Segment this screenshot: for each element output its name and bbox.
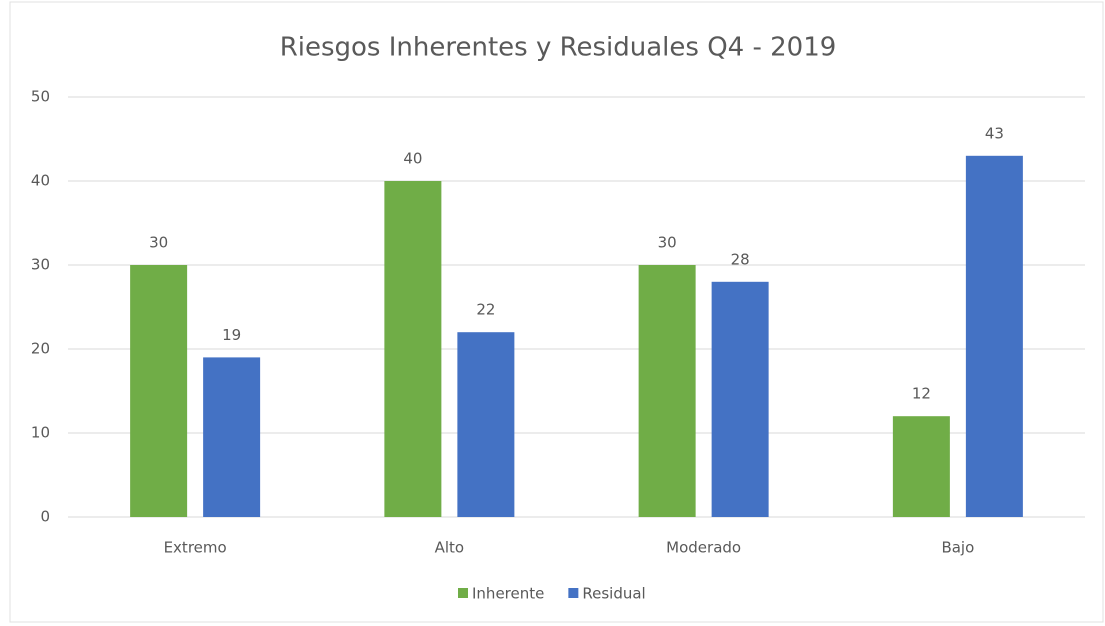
bar — [130, 265, 188, 517]
data-label: 28 — [731, 250, 750, 268]
bar — [638, 265, 696, 517]
data-label: 43 — [985, 124, 1004, 142]
bar — [384, 181, 442, 517]
chart-title: Riesgos Inherentes y Residuales Q4 - 201… — [280, 33, 837, 63]
data-label: 22 — [476, 301, 495, 319]
legend-label: Residual — [582, 585, 645, 603]
legend-label: Inherente — [472, 585, 544, 603]
bar — [457, 332, 515, 517]
data-label: 30 — [149, 234, 168, 252]
y-tick-label: 20 — [31, 340, 50, 358]
x-tick-label: Extremo — [164, 539, 227, 557]
y-tick-label: 50 — [31, 88, 50, 106]
y-tick-label: 30 — [31, 256, 50, 274]
data-label: 30 — [658, 234, 677, 252]
legend-swatch — [458, 588, 468, 598]
x-tick-label: Bajo — [941, 539, 974, 557]
legend-swatch — [568, 588, 579, 598]
bar — [965, 155, 1023, 518]
x-tick-label: Alto — [435, 539, 465, 557]
chart-frame — [9, 1, 1104, 623]
bar — [892, 416, 950, 517]
y-tick-label: 40 — [31, 172, 50, 190]
data-label: 19 — [222, 326, 241, 344]
x-tick-label: Moderado — [666, 539, 741, 557]
y-tick-label: 0 — [40, 508, 50, 526]
data-label: 12 — [912, 385, 931, 403]
data-label: 40 — [403, 150, 422, 168]
bar — [203, 357, 261, 517]
bar — [711, 281, 769, 517]
y-tick-label: 10 — [31, 424, 50, 442]
